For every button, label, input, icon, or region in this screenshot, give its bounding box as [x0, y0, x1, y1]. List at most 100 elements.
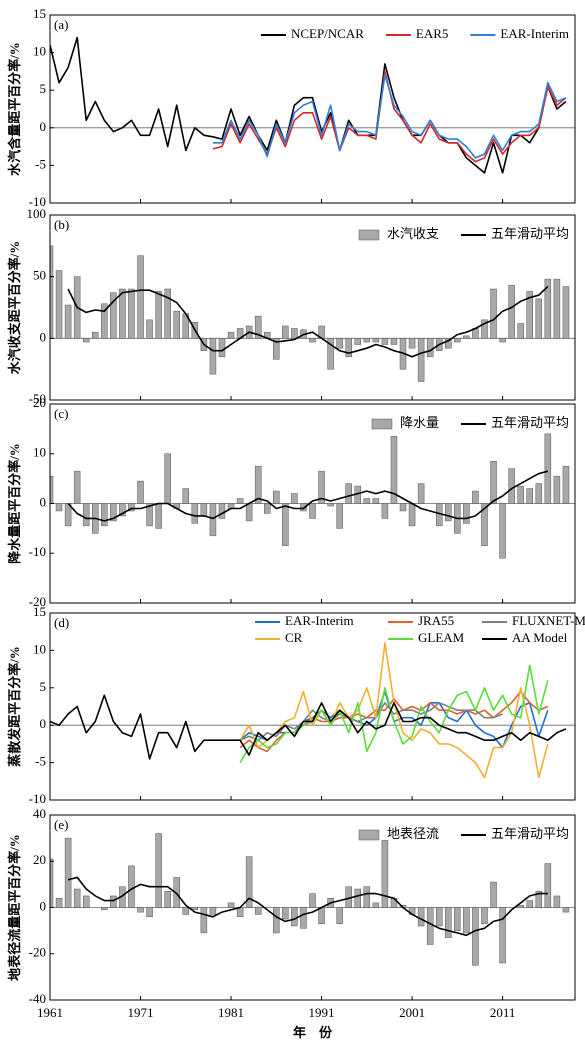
bar — [417, 338, 425, 382]
legend-label: 降水量 — [400, 415, 439, 430]
bar — [553, 895, 561, 908]
y-tick-label: 0 — [40, 898, 47, 913]
bar — [372, 338, 380, 343]
y-tick-label: 5 — [40, 81, 47, 96]
x-tick-label: 1971 — [128, 1005, 154, 1020]
bar — [273, 490, 280, 504]
bar — [354, 888, 362, 908]
x-tick-label: 1991 — [309, 1005, 335, 1020]
bar — [155, 503, 162, 529]
bar — [55, 898, 63, 908]
legend-label: 五年滑动平均 — [491, 226, 569, 241]
legend-label: EAR-Interim — [285, 613, 354, 628]
bar — [300, 907, 307, 929]
plot-area — [50, 36, 575, 174]
bar — [64, 837, 72, 908]
bar — [445, 338, 452, 349]
legend-swatch — [358, 829, 380, 841]
bar — [463, 503, 470, 524]
bar — [227, 331, 235, 339]
x-tick-label: 1981 — [218, 1005, 244, 1020]
y-tick-label: -50 — [29, 391, 46, 406]
bar — [445, 907, 452, 938]
bar — [309, 893, 316, 908]
bar — [535, 891, 543, 908]
bar — [164, 453, 171, 504]
bar — [200, 907, 208, 934]
bar — [73, 470, 81, 504]
frame — [49, 612, 576, 801]
plot-area — [50, 433, 575, 559]
bar — [300, 503, 307, 512]
y-tick-label: -20 — [29, 594, 46, 609]
legend-swatch — [358, 229, 380, 241]
bar — [309, 338, 316, 343]
bar — [291, 328, 298, 339]
bar — [381, 503, 389, 519]
panel: -10 -5 0 5 10 15 (d) 蒸散发距平百分率/% EAR-Interim JRA55… — [7, 604, 585, 806]
bar — [137, 480, 144, 504]
bar — [490, 881, 497, 908]
bar — [454, 907, 461, 931]
panel-label: (c) — [54, 406, 68, 421]
bar — [481, 907, 488, 924]
bar — [363, 886, 371, 908]
y-tick-label: 20 — [33, 395, 46, 410]
y-tick-label: 5 — [40, 679, 47, 694]
bar — [282, 907, 289, 920]
bar — [526, 291, 533, 339]
bar — [291, 493, 298, 504]
y-axis-label: 水汽含量距平百分率/% — [7, 42, 22, 176]
y-tick-label: -10 — [29, 194, 46, 209]
bar — [553, 278, 561, 339]
x-tick-label: 1961 — [37, 1005, 63, 1020]
legend-label: EAR5 — [416, 26, 449, 41]
y-axis-label: 水汽收支距平百分率/% — [7, 241, 22, 375]
y-tick-label: 0 — [40, 329, 47, 344]
bar — [82, 338, 90, 343]
bar — [101, 907, 108, 911]
bar — [435, 907, 443, 927]
legend-label: 五年滑动平均 — [491, 826, 569, 841]
legend-label: CR — [285, 630, 303, 645]
bar — [490, 288, 497, 339]
y-axis-label: 蒸散发距平百分率/% — [7, 646, 22, 767]
bar — [209, 338, 217, 375]
bar — [562, 465, 570, 504]
bar — [263, 503, 271, 514]
line — [67, 285, 549, 358]
line — [50, 694, 567, 760]
bar — [155, 833, 162, 908]
bar — [101, 303, 108, 339]
legend-label: 地表径流 — [387, 826, 439, 841]
bar — [390, 338, 398, 345]
bar — [218, 338, 226, 358]
bar — [128, 288, 135, 339]
bar — [254, 315, 262, 339]
bar — [209, 907, 217, 915]
bar — [110, 292, 117, 339]
y-tick-label: 15 — [33, 6, 46, 21]
legend-swatch — [371, 418, 393, 430]
bar — [363, 338, 371, 343]
bar — [245, 856, 253, 908]
bar — [191, 503, 199, 524]
legend-label: JRA55 — [418, 613, 454, 628]
y-tick-label: -5 — [35, 754, 46, 769]
bar — [472, 907, 479, 966]
legend-label: 五年滑动平均 — [491, 415, 569, 430]
plot-area — [50, 245, 575, 382]
bar — [490, 460, 497, 504]
bar — [481, 503, 488, 547]
legend-label: GLEAM — [418, 630, 465, 645]
bar — [164, 288, 171, 339]
line — [67, 470, 549, 522]
bar — [236, 907, 244, 917]
x-tick-label: 2011 — [490, 1005, 516, 1020]
bar — [535, 298, 543, 339]
bar — [137, 255, 144, 339]
bar — [345, 338, 352, 358]
bar — [381, 338, 389, 345]
y-axis-label: 地表径流量距平百分率/% — [7, 834, 22, 981]
